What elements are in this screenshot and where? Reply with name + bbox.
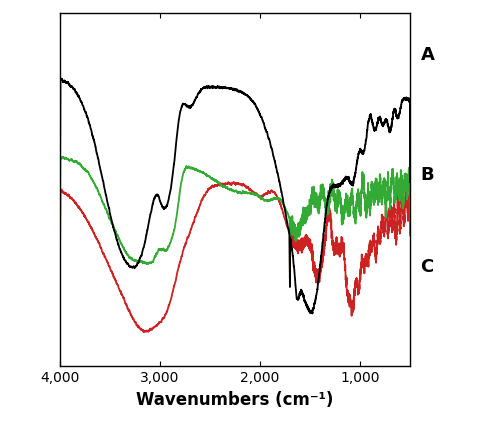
Text: C: C xyxy=(420,258,434,276)
Text: A: A xyxy=(420,46,434,64)
Text: B: B xyxy=(420,167,434,184)
X-axis label: Wavenumbers (cm⁻¹): Wavenumbers (cm⁻¹) xyxy=(136,391,334,409)
